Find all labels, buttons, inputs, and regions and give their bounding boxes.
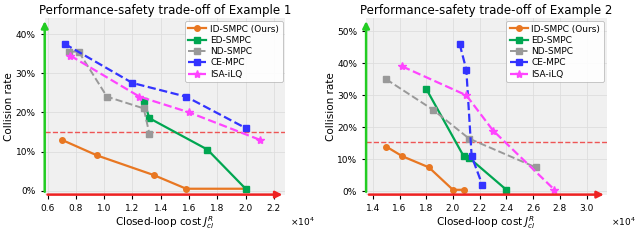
ED-SMPC [422, 87, 430, 90]
ND-SMPC [465, 137, 473, 140]
ID-SMPC (Ours) [182, 187, 190, 190]
ND-SMPC [65, 50, 72, 53]
Y-axis label: Collision rate: Collision rate [4, 72, 14, 141]
Line: ND-SMPC: ND-SMPC [383, 76, 539, 170]
ID-SMPC (Ours) [425, 166, 433, 169]
ID-SMPC (Ours) [449, 188, 457, 191]
ED-SMPC [502, 188, 510, 191]
ID-SMPC (Ours) [242, 187, 250, 190]
Text: $\times10^4$: $\times10^4$ [611, 216, 636, 228]
CE-MPC [468, 155, 476, 157]
Line: ISA-iLQ: ISA-iLQ [66, 51, 264, 144]
Legend: ID-SMPC (Ours), ED-SMPC, ND-SMPC, CE-MPC, ISA-iLQ: ID-SMPC (Ours), ED-SMPC, ND-SMPC, CE-MPC… [185, 21, 282, 82]
Y-axis label: Collision rate: Collision rate [326, 72, 335, 141]
CE-MPC [129, 82, 136, 84]
ED-SMPC [145, 117, 153, 120]
ID-SMPC (Ours) [398, 155, 406, 157]
CE-MPC [479, 184, 486, 186]
CE-MPC [182, 95, 190, 98]
ID-SMPC (Ours) [58, 138, 65, 141]
ND-SMPC [145, 133, 153, 135]
X-axis label: Closed-loop cost $J_{cl}^R$: Closed-loop cost $J_{cl}^R$ [115, 214, 215, 231]
ND-SMPC [532, 166, 540, 169]
CE-MPC [456, 43, 463, 45]
ISA-iLQ [185, 111, 193, 114]
Line: ID-SMPC (Ours): ID-SMPC (Ours) [59, 137, 248, 192]
ED-SMPC [465, 156, 473, 159]
Title: Performance-safety trade-off of Example 2: Performance-safety trade-off of Example … [360, 4, 612, 17]
ED-SMPC [460, 155, 467, 157]
ID-SMPC (Ours) [150, 174, 157, 176]
ND-SMPC [75, 50, 83, 53]
ISA-iLQ [256, 138, 264, 141]
ID-SMPC (Ours) [460, 188, 467, 191]
CE-MPC [61, 42, 68, 45]
Line: ND-SMPC: ND-SMPC [66, 49, 152, 137]
ND-SMPC [103, 95, 111, 98]
ISA-iLQ [489, 129, 497, 132]
CE-MPC [242, 127, 250, 129]
X-axis label: Closed-loop cost $J_{cl}^R$: Closed-loop cost $J_{cl}^R$ [436, 214, 536, 231]
ISA-iLQ [136, 95, 143, 98]
ISA-iLQ [67, 54, 74, 57]
ND-SMPC [140, 107, 148, 110]
CE-MPC [463, 68, 470, 71]
Line: ED-SMPC: ED-SMPC [141, 98, 248, 192]
Line: ED-SMPC: ED-SMPC [424, 86, 509, 193]
ID-SMPC (Ours) [93, 154, 101, 157]
ISA-iLQ [463, 94, 470, 97]
Title: Performance-safety trade-off of Example 1: Performance-safety trade-off of Example … [39, 4, 291, 17]
ED-SMPC [140, 99, 148, 102]
ED-SMPC [204, 148, 211, 151]
ID-SMPC (Ours) [382, 145, 390, 148]
ND-SMPC [429, 108, 436, 111]
Text: $\times10^4$: $\times10^4$ [290, 216, 315, 228]
Line: ID-SMPC (Ours): ID-SMPC (Ours) [383, 144, 467, 193]
ND-SMPC [382, 78, 390, 81]
ISA-iLQ [398, 65, 406, 68]
Legend: ID-SMPC (Ours), ED-SMPC, ND-SMPC, CE-MPC, ISA-iLQ: ID-SMPC (Ours), ED-SMPC, ND-SMPC, CE-MPC… [506, 21, 604, 82]
Line: CE-MPC: CE-MPC [61, 41, 248, 131]
ISA-iLQ [550, 188, 558, 191]
Line: CE-MPC: CE-MPC [457, 41, 485, 188]
Line: ISA-iLQ: ISA-iLQ [398, 62, 559, 194]
ED-SMPC [242, 187, 250, 190]
